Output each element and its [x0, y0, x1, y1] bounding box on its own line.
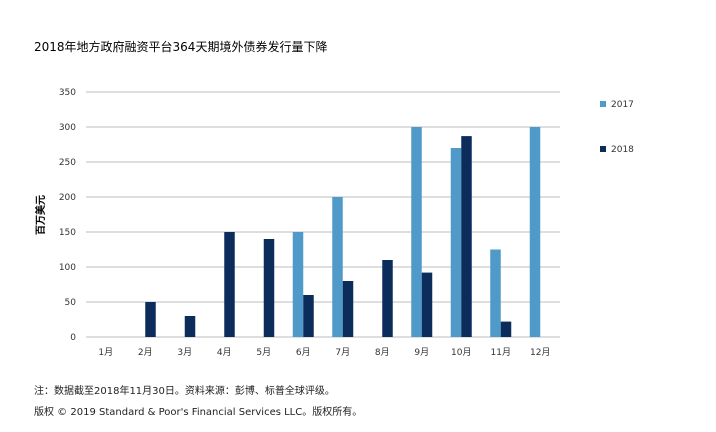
- bar-2018-6: [303, 295, 314, 337]
- x-tick-label: 6月: [296, 347, 311, 358]
- y-tick-label: 150: [59, 228, 76, 238]
- bar-2018-2: [145, 302, 156, 337]
- x-tick-label: 10月: [451, 347, 471, 358]
- y-tick-label: 300: [59, 123, 76, 133]
- bar-2017-6: [292, 232, 304, 337]
- x-tick-labels: 1月 2月 3月 4月 5月 6月 7月 8月 9月 10月 11月 12月: [98, 347, 550, 358]
- bar-2018-4: [224, 232, 235, 337]
- x-tick-label: 5月: [256, 347, 271, 358]
- bars: [145, 127, 541, 337]
- legend-swatch-2018: [600, 146, 606, 152]
- bar-2018-5: [263, 239, 275, 337]
- x-tick-label: 3月: [177, 347, 192, 358]
- bar-2017-10: [450, 148, 462, 337]
- gridlines: [86, 91, 560, 338]
- x-tick-label: 2月: [138, 347, 153, 358]
- y-tick-label: 350: [59, 88, 76, 98]
- y-tick-labels: 0 50 100 150 200 250 300 350: [59, 88, 76, 343]
- y-tick-label: 250: [59, 158, 76, 168]
- chart-title: 2018年地方政府融资平台364天期境外债券发行量下降: [34, 40, 328, 54]
- bar-2018-11: [500, 321, 512, 337]
- copyright-note: 版权 © 2019 Standard & Poor's Financial Se…: [34, 407, 363, 418]
- x-tick-label: 7月: [335, 347, 350, 358]
- bar-2018-9: [421, 272, 433, 337]
- bar-2017-12: [529, 127, 541, 337]
- bar-2018-3: [184, 316, 196, 337]
- y-axis-label: 百万美元: [34, 195, 47, 235]
- x-tick-label: 12月: [530, 347, 550, 358]
- bar-2017-7: [332, 197, 343, 337]
- bar-2017-11: [490, 249, 501, 337]
- y-tick-label: 200: [59, 193, 76, 203]
- bar-2017-9: [411, 127, 422, 337]
- legend: 2017 2018: [600, 100, 634, 155]
- y-tick-label: 50: [65, 298, 77, 308]
- x-tick-label: 9月: [414, 347, 429, 358]
- y-tick-label: 0: [70, 333, 76, 343]
- legend-label-2018: 2018: [611, 145, 634, 155]
- legend-label-2017: 2017: [611, 100, 634, 110]
- y-tick-label: 100: [59, 263, 76, 273]
- bar-2018-8: [382, 260, 393, 337]
- x-tick-label: 1月: [98, 347, 113, 358]
- source-note: 注：数据截至2018年11月30日。资料来源：彭博、标普全球评级。: [34, 386, 335, 397]
- bar-2018-7: [342, 281, 354, 337]
- x-tick-label: 4月: [217, 347, 232, 358]
- bar-2018-10: [461, 136, 472, 337]
- x-tick-label: 11月: [491, 347, 511, 358]
- legend-swatch-2017: [600, 101, 606, 107]
- x-tick-label: 8月: [375, 347, 390, 358]
